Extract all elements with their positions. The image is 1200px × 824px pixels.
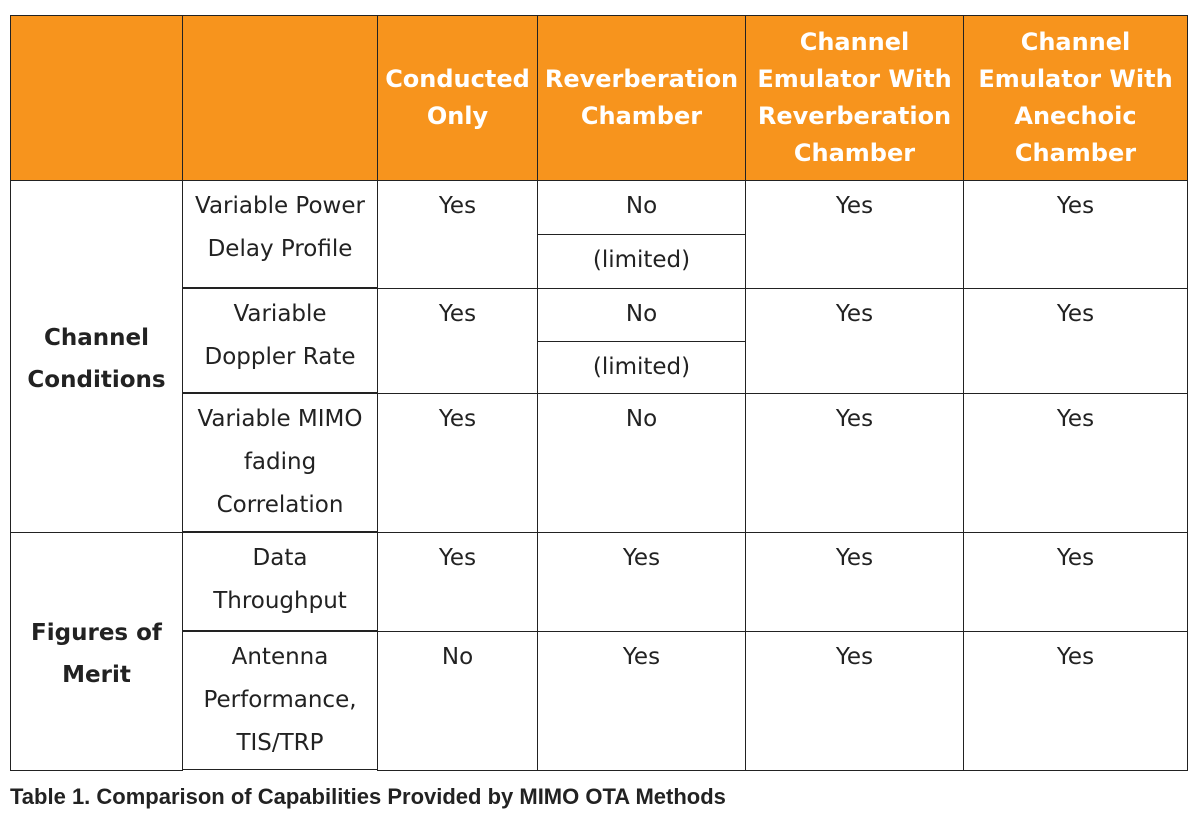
cell: Yes (745, 288, 964, 394)
cell: Yes (963, 288, 1188, 394)
group-label: Figures of Merit (10, 532, 183, 771)
cell: Yes (963, 532, 1188, 632)
cell: Yes (745, 631, 964, 771)
cell: Yes (963, 631, 1188, 771)
header-cell (10, 15, 183, 181)
cell: Yes (537, 631, 746, 771)
header-cell: Reverberation Chamber (537, 15, 746, 181)
cell: (limited) (537, 234, 746, 289)
cell: No (537, 288, 746, 342)
row-label: Variable MIMO fading Correlation (182, 393, 378, 532)
row-label: Variable Doppler Rate (182, 288, 378, 393)
cell: Yes (745, 393, 964, 533)
caption: Table 1. Comparison of Capabilities Prov… (10, 784, 726, 809)
cell: No (537, 180, 746, 235)
header-cell: Channel Emulator With Anechoic Chamber (963, 15, 1188, 181)
cell: Yes (377, 393, 538, 533)
cell: No (537, 393, 746, 533)
cell: (limited) (537, 341, 746, 394)
cell: No (377, 631, 538, 771)
row-label: Antenna Performance, TIS/TRP (182, 631, 378, 770)
cell: Yes (377, 180, 538, 289)
group-label: Channel Conditions (10, 180, 183, 533)
cell: Yes (745, 180, 964, 289)
cell: Yes (963, 393, 1188, 533)
header-cell (182, 15, 378, 181)
cell: Yes (745, 532, 964, 632)
row-label: Data Throughput (182, 532, 378, 631)
cell: Yes (537, 532, 746, 632)
header-cell: Conducted Only (377, 15, 538, 181)
cell: Yes (377, 532, 538, 632)
row-label: Variable Power Delay Profile (182, 180, 378, 288)
cell: Yes (377, 288, 538, 394)
cell: Yes (963, 180, 1188, 289)
header-cell: Channel Emulator With Reverberation Cham… (745, 15, 964, 181)
